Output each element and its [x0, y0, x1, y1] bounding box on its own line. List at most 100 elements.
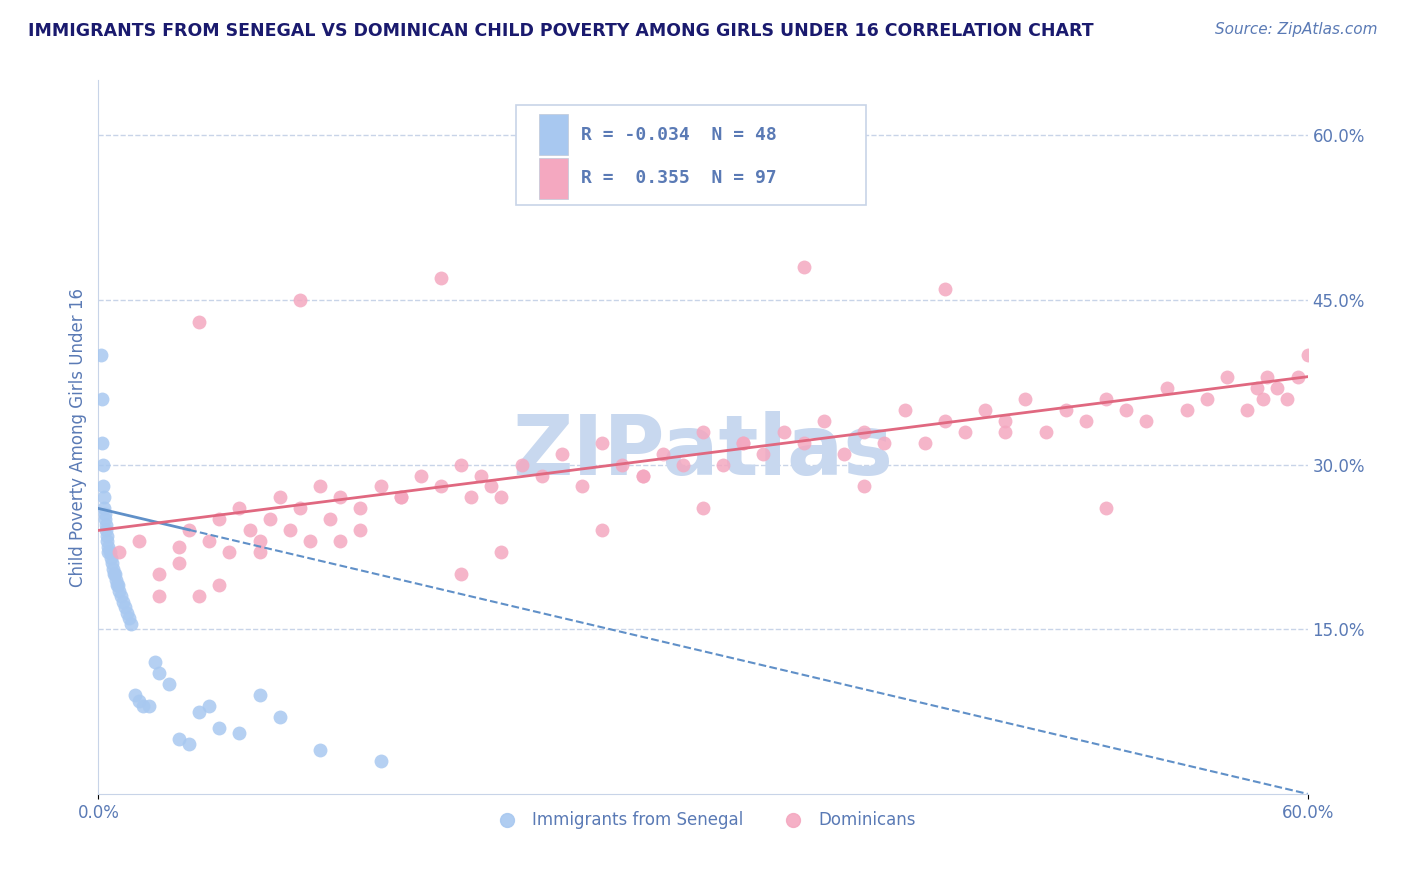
- Point: [692, 501, 714, 516]
- Point: [651, 446, 673, 460]
- Point: [103, 567, 125, 582]
- Point: [188, 705, 211, 719]
- Point: [100, 557, 122, 571]
- FancyBboxPatch shape: [516, 105, 866, 205]
- Point: [94, 512, 117, 526]
- Point: [853, 425, 876, 439]
- Point: [218, 545, 240, 559]
- Point: [853, 479, 876, 493]
- Point: [148, 589, 170, 603]
- Point: [1156, 381, 1178, 395]
- Point: [793, 435, 815, 450]
- Point: [91, 435, 114, 450]
- Point: [167, 731, 190, 746]
- Point: [591, 524, 613, 538]
- Point: [188, 589, 211, 603]
- Point: [93, 479, 115, 493]
- Point: [631, 468, 654, 483]
- Point: [259, 512, 281, 526]
- Point: [278, 524, 301, 538]
- FancyBboxPatch shape: [538, 158, 568, 199]
- Point: [1246, 381, 1268, 395]
- Point: [389, 491, 412, 505]
- Point: [692, 425, 714, 439]
- Point: [1035, 425, 1057, 439]
- Point: [111, 595, 134, 609]
- Point: [319, 512, 342, 526]
- Point: [1236, 402, 1258, 417]
- Point: [651, 183, 673, 197]
- Point: [510, 458, 533, 472]
- Point: [128, 534, 150, 549]
- Point: [208, 512, 231, 526]
- Point: [96, 534, 118, 549]
- Point: [198, 534, 221, 549]
- Point: [110, 589, 132, 603]
- Y-axis label: Child Poverty Among Girls Under 16: Child Poverty Among Girls Under 16: [69, 287, 87, 587]
- Point: [733, 435, 755, 450]
- Point: [132, 699, 155, 714]
- Point: [1296, 348, 1319, 362]
- Point: [349, 524, 371, 538]
- Point: [120, 616, 142, 631]
- Point: [188, 315, 211, 329]
- Point: [96, 529, 118, 543]
- Point: [1286, 369, 1309, 384]
- Point: [772, 425, 794, 439]
- Point: [813, 414, 835, 428]
- Point: [430, 479, 453, 493]
- Point: [1135, 414, 1157, 428]
- Point: [97, 540, 120, 554]
- Point: [914, 435, 936, 450]
- Point: [974, 402, 997, 417]
- Text: Source: ZipAtlas.com: Source: ZipAtlas.com: [1215, 22, 1378, 37]
- Point: [450, 458, 472, 472]
- Point: [143, 655, 166, 669]
- Point: [118, 611, 141, 625]
- Point: [93, 501, 115, 516]
- Point: [167, 557, 190, 571]
- Point: [91, 392, 114, 406]
- Point: [288, 293, 311, 307]
- Point: [249, 534, 271, 549]
- Point: [672, 458, 695, 472]
- Point: [107, 545, 129, 559]
- Point: [491, 491, 513, 505]
- Point: [329, 491, 352, 505]
- Point: [1115, 402, 1137, 417]
- Point: [1054, 402, 1077, 417]
- Point: [1074, 414, 1097, 428]
- Point: [90, 348, 112, 362]
- Point: [148, 567, 170, 582]
- Text: ZIPatlas: ZIPatlas: [513, 411, 893, 491]
- Point: [994, 425, 1017, 439]
- Point: [491, 545, 513, 559]
- Point: [1014, 392, 1036, 406]
- Point: [115, 606, 138, 620]
- Point: [228, 501, 250, 516]
- Point: [100, 550, 122, 565]
- Point: [752, 446, 775, 460]
- Point: [124, 688, 146, 702]
- Point: [612, 458, 634, 472]
- Text: IMMIGRANTS FROM SENEGAL VS DOMINICAN CHILD POVERTY AMONG GIRLS UNDER 16 CORRELAT: IMMIGRANTS FROM SENEGAL VS DOMINICAN CHI…: [28, 22, 1094, 40]
- Point: [409, 468, 432, 483]
- Point: [953, 425, 976, 439]
- Point: [934, 282, 956, 296]
- Point: [249, 688, 271, 702]
- Point: [103, 567, 125, 582]
- Point: [1251, 392, 1274, 406]
- Point: [98, 545, 121, 559]
- Point: [430, 271, 453, 285]
- Point: [733, 435, 755, 450]
- Point: [1277, 392, 1299, 406]
- Point: [934, 414, 956, 428]
- Point: [228, 726, 250, 740]
- Legend: Immigrants from Senegal, Dominicans: Immigrants from Senegal, Dominicans: [484, 805, 922, 836]
- Point: [450, 567, 472, 582]
- Point: [157, 677, 180, 691]
- Point: [370, 479, 392, 493]
- FancyBboxPatch shape: [538, 114, 568, 155]
- Point: [1095, 392, 1118, 406]
- Point: [832, 446, 855, 460]
